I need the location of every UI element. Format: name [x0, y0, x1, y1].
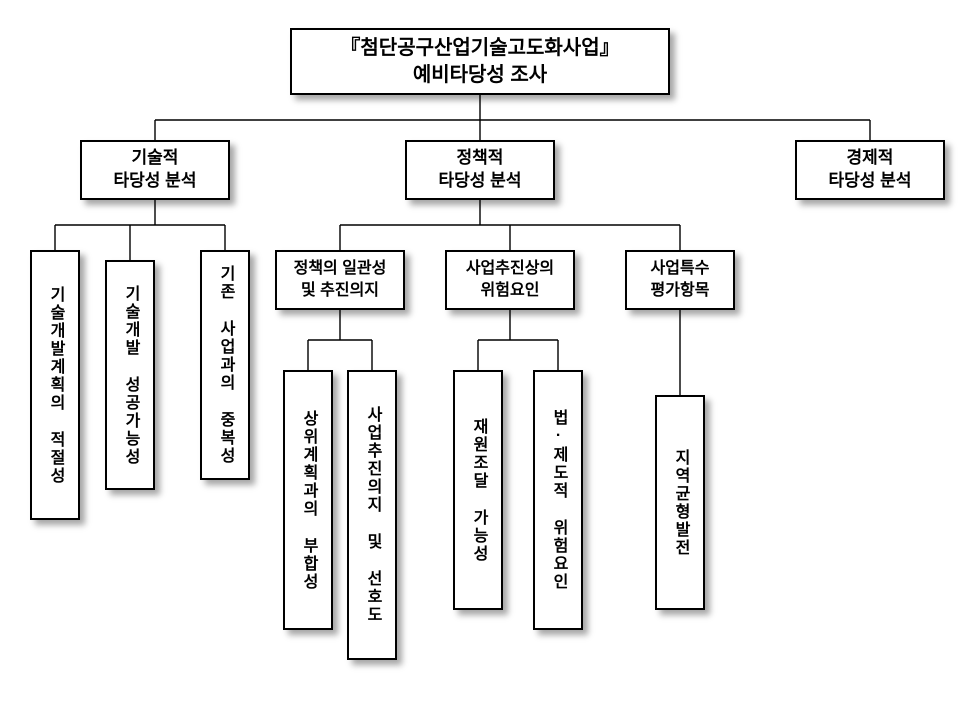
tech-child-2-label: 기존 사업과의 중복성 [209, 255, 241, 475]
node-policy: 정책적 타당성 분석 [405, 140, 555, 200]
node-p1-child-0: 상위계획과의 부합성 [283, 370, 333, 630]
p3-line2: 평가항목 [651, 280, 710, 302]
p2-line2: 위험요인 [466, 280, 554, 302]
tech-line1: 기술적 [114, 147, 197, 170]
node-p1-child-1: 사업추진의지 및 선호도 [347, 370, 397, 660]
policy-line2: 타당성 분석 [439, 170, 522, 193]
econ-line2: 타당성 분석 [829, 170, 912, 193]
p3-child-0-label: 지역균형발전 [664, 439, 696, 567]
node-policy-child-1: 사업추진상의 위험요인 [445, 250, 575, 310]
p1-line1: 정책의 일관성 [294, 258, 387, 280]
node-tech-child-0: 기술개발계획의 적절성 [30, 250, 80, 520]
p1-line2: 및 추진의지 [294, 280, 387, 302]
tech-child-0-label: 기술개발계획의 적절성 [39, 276, 71, 495]
node-tech-child-2: 기존 사업과의 중복성 [200, 250, 250, 480]
tech-child-1-label: 기술개발 성공가능성 [114, 275, 146, 476]
node-tech: 기술적 타당성 분석 [80, 140, 230, 200]
root-title-line2: 예비타당성 조사 [340, 62, 619, 89]
p1-child-0-label: 상위계획과의 부합성 [292, 400, 324, 601]
p1-child-1-label: 사업추진의지 및 선호도 [356, 396, 388, 634]
node-policy-child-0: 정책의 일관성 및 추진의지 [275, 250, 405, 310]
node-root: 『첨단공구산업기술고도화사업』 예비타당성 조사 [290, 28, 670, 95]
tech-line2: 타당성 분석 [114, 170, 197, 193]
root-title-line1: 『첨단공구산업기술고도화사업』 [340, 35, 619, 62]
node-tech-child-1: 기술개발 성공가능성 [105, 260, 155, 490]
node-p3-child-0: 지역균형발전 [655, 395, 705, 610]
node-p2-child-1: 법·제도적 위험요인 [533, 370, 583, 630]
policy-line1: 정책적 [439, 147, 522, 170]
p2-child-0-label: 재원조달 가능성 [462, 408, 494, 573]
econ-line1: 경제적 [829, 147, 912, 170]
node-policy-child-2: 사업특수 평가항목 [625, 250, 735, 310]
p3-line1: 사업특수 [651, 258, 710, 280]
p2-child-1-label: 법·제도적 위험요인 [542, 399, 574, 601]
node-econ: 경제적 타당성 분석 [795, 140, 945, 200]
p2-line1: 사업추진상의 [466, 258, 554, 280]
node-p2-child-0: 재원조달 가능성 [453, 370, 503, 610]
